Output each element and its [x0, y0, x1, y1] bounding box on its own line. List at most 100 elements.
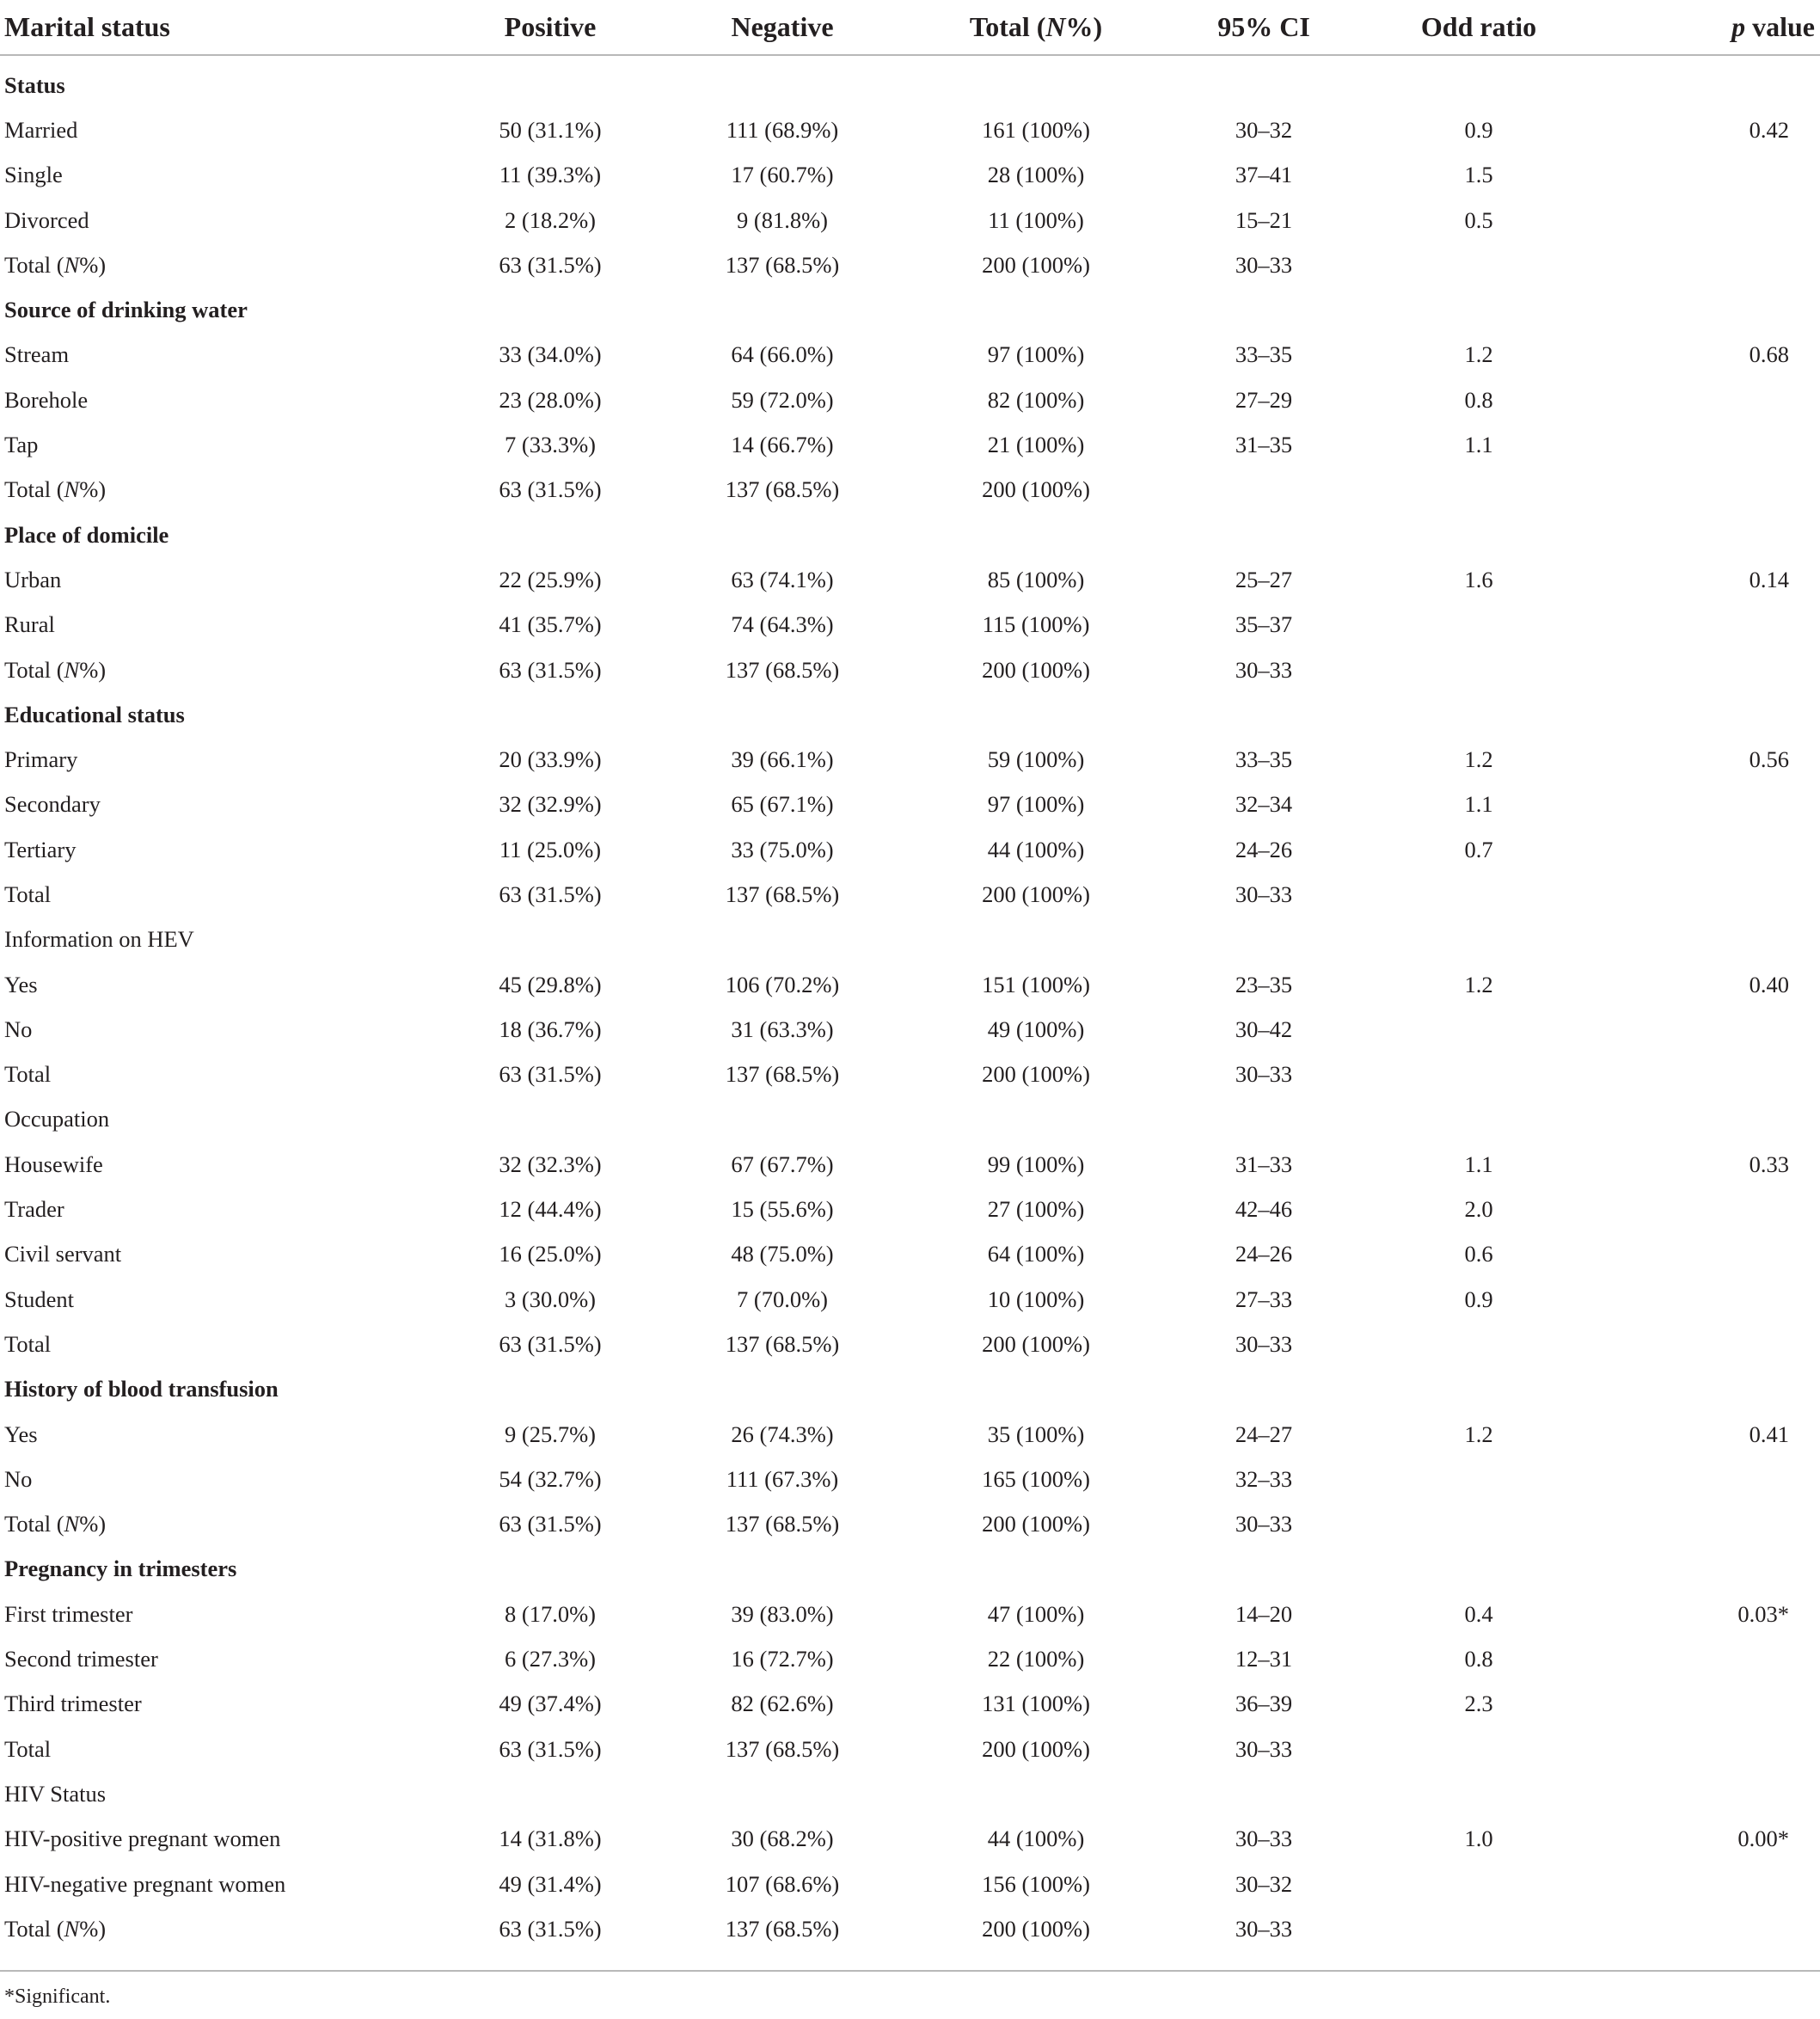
table-row: Total (N%) 63 (31.5%) 137 (68.5%) 200 (100%… [0, 1502, 1820, 1547]
row-label: Urban [4, 566, 62, 592]
p-value-cell [1582, 1232, 1820, 1277]
odd-ratio-cell: 0.8 [1464, 386, 1493, 413]
empty-cell [1376, 1367, 1582, 1412]
total-cell: 200 (100%) [982, 1915, 1090, 1942]
negative-cell: 111 (68.9%) [726, 116, 839, 143]
negative-cell: 137 (68.5%) [725, 1915, 840, 1942]
total-cell: 161 (100%) [982, 116, 1090, 143]
empty-cell [894, 1771, 1152, 1816]
positive-cell: 3 (30.0%) [505, 1286, 596, 1312]
empty-cell [1376, 1097, 1582, 1142]
odd-ratio-cell [1376, 1052, 1582, 1097]
section-title: Occupation [4, 1106, 110, 1132]
ci-cell: 32–34 [1235, 791, 1293, 818]
odd-ratio-cell [1376, 647, 1582, 692]
total-cell: 64 (100%) [987, 1241, 1085, 1267]
row-label: Single [4, 162, 63, 188]
negative-cell: 48 (75.0%) [731, 1241, 834, 1267]
table-row: Third trimester 49 (37.4%) 82 (62.6%) 131 (… [0, 1682, 1820, 1727]
negative-cell: 137 (68.5%) [725, 1735, 840, 1762]
positive-cell: 7 (33.3%) [505, 432, 596, 458]
header-row: Marital status Positive Negative Total (… [0, 0, 1820, 56]
positive-cell: 63 (31.5%) [499, 476, 602, 503]
p-value-cell: 0.68 [1749, 341, 1789, 368]
ci-cell: 31–35 [1235, 432, 1293, 458]
ci-cell: 30–32 [1235, 116, 1293, 143]
empty-cell [1152, 1771, 1376, 1816]
ci-cell [1152, 468, 1376, 512]
table-row: No 54 (32.7%) 111 (67.3%) 165 (100%) 32–33 [0, 1457, 1820, 1501]
ci-cell: 37–41 [1235, 162, 1293, 188]
ci-cell: 33–35 [1235, 341, 1293, 368]
positive-cell: 14 (31.8%) [499, 1826, 602, 1852]
table-row: Total 63 (31.5%) 137 (68.5%) 200 (100%) 30–3… [0, 872, 1820, 917]
odd-ratio-cell: 1.2 [1464, 341, 1493, 368]
odd-ratio-cell [1376, 603, 1582, 647]
table-row: Married 50 (31.1%) 111 (68.9%) 161 (100%) 30… [0, 107, 1820, 152]
positive-cell: 9 (25.7%) [505, 1421, 596, 1447]
empty-cell [894, 692, 1152, 737]
total-cell: 85 (100%) [987, 566, 1085, 592]
row-label: First trimester [4, 1600, 133, 1627]
positive-cell: 32 (32.3%) [499, 1151, 602, 1177]
section-header-row: Place of domicile [0, 512, 1820, 557]
row-label: Total (N%) [4, 1511, 107, 1537]
p-value-cell [1582, 377, 1820, 422]
col-header-marital-status: Marital status [0, 0, 395, 56]
table-row: Primary 20 (33.9%) 39 (66.1%) 59 (100%) 33–3… [0, 737, 1820, 782]
odd-ratio-cell: 1.1 [1464, 1151, 1493, 1177]
section-header-row: Educational status [0, 692, 1820, 737]
p-value-cell [1582, 1322, 1820, 1366]
table-row: Tertiary 11 (25.0%) 33 (75.0%) 44 (100%) 24–… [0, 827, 1820, 872]
p-value-cell [1582, 153, 1820, 198]
empty-cell [671, 1771, 894, 1816]
col-header-p-value: p value [1582, 0, 1820, 56]
odd-ratio-cell: 0.5 [1464, 206, 1493, 233]
row-label: Total [4, 881, 52, 907]
section-header-row: Status [0, 55, 1820, 107]
empty-cell [1582, 1097, 1820, 1142]
table-row: Secondary 32 (32.9%) 65 (67.1%) 97 (100%) 32… [0, 782, 1820, 827]
p-value-cell [1582, 1502, 1820, 1547]
empty-cell [894, 512, 1152, 557]
section-header-row: Source of drinking water [0, 287, 1820, 332]
negative-cell: 137 (68.5%) [725, 1511, 840, 1537]
row-label: Divorced [4, 206, 89, 233]
p-value-cell [1582, 1862, 1820, 1906]
total-cell: 28 (100%) [987, 162, 1085, 188]
odd-ratio-cell [1376, 468, 1582, 512]
empty-cell [894, 287, 1152, 332]
total-cell: 10 (100%) [987, 1286, 1085, 1312]
negative-cell: 137 (68.5%) [725, 1061, 840, 1088]
row-label: Total (N%) [4, 656, 107, 683]
ci-cell: 32–33 [1235, 1465, 1293, 1492]
section-header-row: Occupation [0, 1097, 1820, 1142]
negative-cell: 111 (67.3%) [726, 1465, 839, 1492]
empty-cell [1152, 1367, 1376, 1412]
negative-cell: 16 (72.7%) [731, 1646, 834, 1672]
positive-cell: 33 (34.0%) [499, 341, 602, 368]
table-row: Total (N%) 63 (31.5%) 137 (68.5%) 200 (100%… [0, 468, 1820, 512]
positive-cell: 22 (25.9%) [499, 566, 602, 592]
negative-cell: 26 (74.3%) [731, 1421, 834, 1447]
total-cell: 82 (100%) [987, 386, 1085, 413]
ci-cell: 31–33 [1235, 1151, 1293, 1177]
empty-cell [1582, 1367, 1820, 1412]
section-title: Information on HEV [4, 926, 194, 953]
row-label: Tertiary [4, 836, 77, 862]
empty-cell [395, 512, 671, 557]
positive-cell: 63 (31.5%) [499, 1061, 602, 1088]
total-cell: 47 (100%) [987, 1600, 1085, 1627]
empty-cell [395, 692, 671, 737]
col-header-ci: 95% CI [1152, 0, 1376, 56]
section-title: Status [4, 71, 65, 98]
positive-cell: 63 (31.5%) [499, 1735, 602, 1762]
row-label: Housewife [4, 1151, 103, 1177]
p-value-cell [1582, 827, 1820, 872]
table-row: Yes 45 (29.8%) 106 (70.2%) 151 (100%) 23–35 1… [0, 962, 1820, 1007]
col-header-total: Total (N%) [894, 0, 1152, 56]
negative-cell: 15 (55.6%) [731, 1196, 834, 1223]
total-cell: 165 (100%) [982, 1465, 1090, 1492]
row-label: Yes [4, 1421, 38, 1447]
total-cell: 11 (100%) [988, 206, 1084, 233]
